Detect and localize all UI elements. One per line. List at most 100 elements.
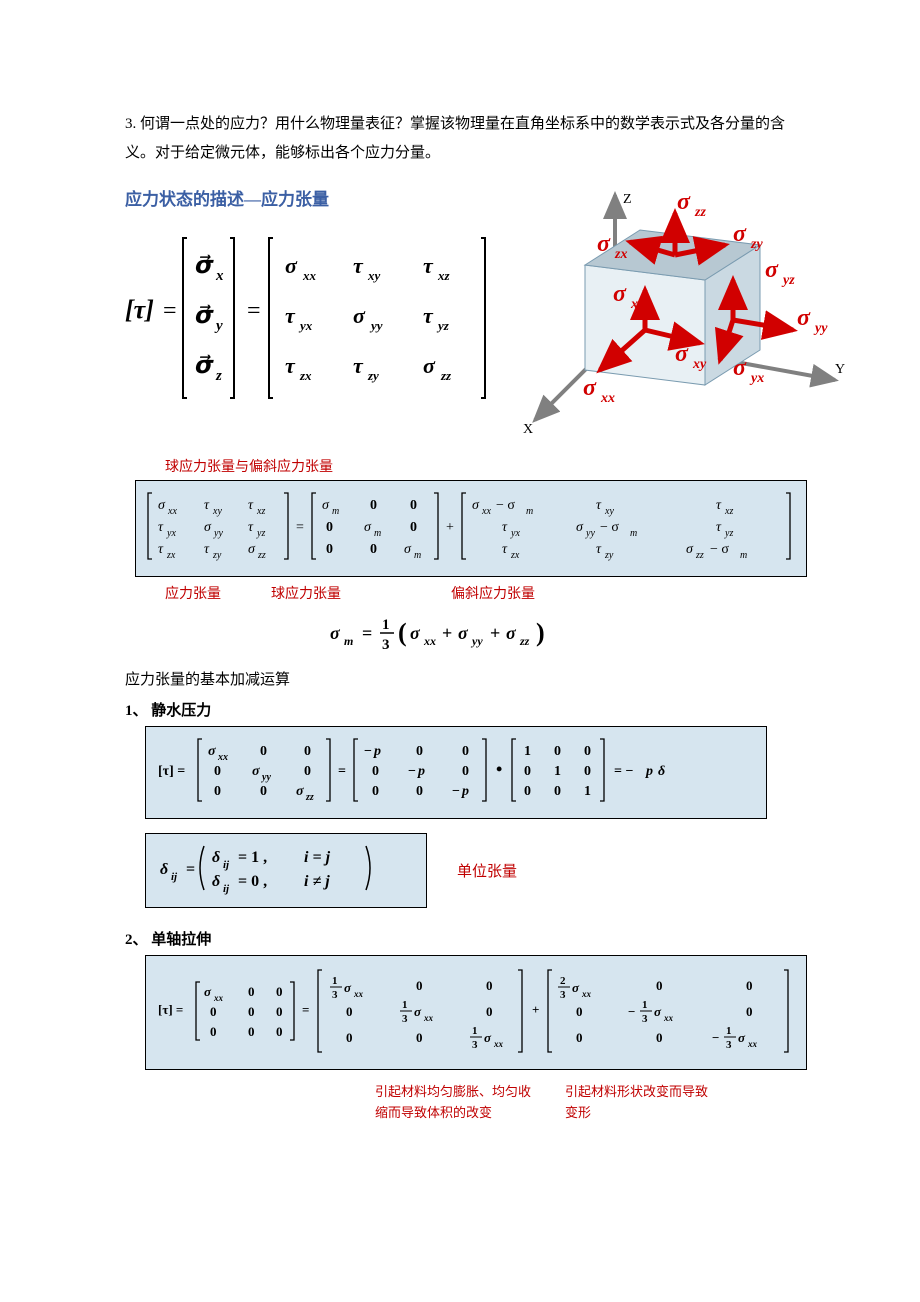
svg-text:σ: σ	[208, 744, 216, 759]
svg-text:σ: σ	[296, 784, 304, 799]
svg-text:1: 1	[332, 975, 338, 987]
svg-text:3: 3	[402, 1013, 408, 1025]
svg-text:τ: τ	[204, 542, 210, 557]
svg-text:xx: xx	[353, 989, 364, 999]
svg-text:σ: σ	[410, 623, 421, 643]
svg-text:m: m	[374, 528, 381, 539]
item2-title: 2、 单轴拉伸	[125, 928, 795, 949]
svg-text:0: 0	[462, 744, 469, 759]
svg-text:σ: σ	[322, 498, 330, 513]
svg-text:xx: xx	[167, 506, 177, 517]
svg-text:0: 0	[554, 744, 561, 759]
svg-text:ij: ij	[223, 859, 230, 871]
svg-text:yz: yz	[436, 318, 450, 333]
svg-text:=: =	[362, 623, 372, 643]
svg-text:[τ]: [τ]	[125, 295, 154, 324]
kronecker-box: δij = δij = 1 , i = j δij = 0 , i ≠ j	[145, 833, 427, 908]
svg-text:1: 1	[524, 744, 531, 759]
svg-text:m: m	[332, 506, 339, 517]
svg-text:τ: τ	[285, 303, 296, 328]
svg-text:yx: yx	[510, 528, 520, 539]
svg-text:xz: xz	[630, 297, 644, 312]
svg-text:0: 0	[656, 1030, 663, 1045]
svg-text:yz: yz	[724, 528, 733, 539]
svg-text:1: 1	[726, 1025, 732, 1037]
svg-text:0: 0	[346, 1030, 353, 1045]
bottom-label-right: 引起材料形状改变而导致变形	[565, 1082, 715, 1124]
svg-text:σ: σ	[597, 231, 611, 257]
svg-text:−: −	[452, 784, 460, 799]
svg-text:3: 3	[382, 637, 390, 653]
svg-text:m: m	[740, 550, 747, 561]
svg-text:xz: xz	[437, 268, 451, 283]
svg-text:1: 1	[382, 617, 390, 633]
kronecker-label: 单位张量	[457, 860, 517, 881]
svg-text:σ: σ	[344, 980, 352, 995]
svg-text:=: =	[296, 520, 304, 535]
section-title: 应力状态的描述—应力张量	[125, 185, 515, 210]
svg-text:τ: τ	[423, 303, 434, 328]
svg-text:y: y	[214, 318, 223, 334]
svg-text:0: 0	[326, 542, 333, 557]
svg-text:zx: zx	[614, 247, 627, 262]
svg-text:σ: σ	[204, 520, 212, 535]
decomp-label-3: 偏斜应力张量	[451, 583, 535, 603]
svg-text:0: 0	[410, 520, 417, 535]
svg-text:zy: zy	[604, 550, 614, 561]
svg-text:0: 0	[462, 764, 469, 779]
svg-text:0: 0	[656, 978, 663, 993]
svg-text:σ: σ	[472, 498, 480, 513]
svg-text:+: +	[442, 623, 452, 643]
svg-text:σ: σ	[353, 303, 366, 328]
svg-text:σ: σ	[733, 355, 747, 381]
svg-text:σ: σ	[613, 281, 627, 307]
svg-text:σ⃗: σ⃗	[195, 253, 214, 279]
svg-text:σ: σ	[414, 1004, 422, 1019]
svg-text:0: 0	[584, 764, 591, 779]
svg-text:=: =	[163, 298, 177, 324]
svg-text:m: m	[630, 528, 637, 539]
svg-text:1: 1	[584, 784, 591, 799]
svg-text:− σ: − σ	[710, 542, 729, 557]
svg-text:σ: σ	[576, 520, 584, 535]
svg-text:yz: yz	[781, 273, 795, 288]
svg-text:xz: xz	[256, 506, 265, 517]
svg-text:p: p	[461, 784, 469, 799]
bottom-label-left: 引起材料均匀膨胀、均匀收缩而导致体积的改变	[375, 1082, 535, 1124]
svg-text:zz: zz	[440, 368, 452, 383]
svg-text:0: 0	[584, 744, 591, 759]
svg-text:= 0 ,: = 0 ,	[238, 873, 267, 890]
svg-text:xx: xx	[481, 506, 491, 517]
svg-text:τ: τ	[502, 520, 508, 535]
axis-z-label: Z	[623, 192, 632, 207]
svg-text:0: 0	[486, 978, 493, 993]
svg-text:zy: zy	[750, 237, 763, 252]
svg-text:0: 0	[260, 784, 267, 799]
svg-text:τ: τ	[353, 253, 364, 278]
svg-text:σ: σ	[458, 623, 469, 643]
svg-text:z: z	[215, 368, 222, 384]
svg-text:δ: δ	[212, 849, 220, 866]
svg-text:τ: τ	[596, 542, 602, 557]
intro-paragraph: 3. 何谓一点处的应力？用什么物理量表征？掌握该物理量在直角坐标系中的数学表示式…	[125, 110, 795, 167]
svg-text:0: 0	[248, 984, 255, 999]
svg-text:xx: xx	[747, 1039, 758, 1049]
svg-text:0: 0	[410, 498, 417, 513]
svg-text:σ⃗: σ⃗	[195, 303, 214, 329]
decomp-equation-box: σxx τxy τxz τyx σyy τyz τzx τzy σzz = σm…	[135, 480, 807, 577]
svg-text:τ: τ	[596, 498, 602, 513]
svg-text:zx: zx	[510, 550, 520, 561]
svg-text:0: 0	[416, 744, 423, 759]
svg-text:τ: τ	[502, 542, 508, 557]
svg-text:τ: τ	[716, 520, 722, 535]
svg-text:0: 0	[372, 764, 379, 779]
svg-text:σ: σ	[654, 1004, 662, 1019]
svg-text:zz: zz	[257, 550, 266, 561]
svg-text:= −: = −	[614, 764, 633, 779]
svg-text:σ: σ	[583, 375, 597, 401]
svg-text:): )	[536, 618, 545, 647]
svg-text:σ: σ	[252, 764, 260, 779]
svg-text:= 1 ,: = 1 ,	[238, 849, 267, 866]
svg-text:0: 0	[210, 1024, 217, 1039]
svg-text:yx: yx	[749, 371, 764, 386]
